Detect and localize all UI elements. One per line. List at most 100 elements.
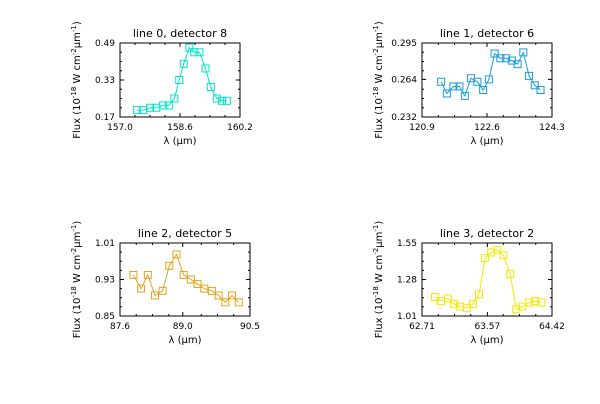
y-tick-label: 0.33 — [95, 76, 115, 86]
data-point — [442, 89, 451, 98]
chart-panel-1: line 1, detector 6 120.9 122.6 124.3 0.232 0.… — [372, 21, 565, 147]
data-point — [212, 94, 221, 103]
data-point — [481, 253, 490, 262]
data-point — [496, 54, 505, 63]
y-tick-label: 0.93 — [95, 276, 115, 286]
data-point — [186, 275, 195, 284]
y-axis-label: Flux (10-18 W cm-2μm-1) — [372, 21, 385, 139]
chart-title: line 3, detector 2 — [440, 227, 534, 240]
y-tick-label: 0.232 — [391, 113, 417, 123]
y-tick-label: 1.01 — [397, 312, 417, 322]
x-axis-label: λ (μm) — [470, 335, 503, 346]
data-point — [179, 270, 188, 279]
data-point — [214, 291, 223, 300]
data-point — [462, 303, 471, 312]
data-point — [146, 103, 154, 112]
x-tick-label: 89.0 — [173, 322, 193, 332]
data-point — [185, 43, 194, 52]
y-tick-label: 1.55 — [397, 239, 417, 249]
data-point — [165, 261, 174, 270]
data-point — [518, 302, 527, 311]
x-tick-label: 160.2 — [227, 123, 253, 133]
data-point — [484, 75, 493, 84]
data-point — [175, 76, 184, 84]
plot-frame — [119, 242, 251, 317]
data-point — [218, 96, 226, 105]
data-point — [475, 290, 484, 299]
data-point — [221, 298, 230, 307]
data-point — [487, 248, 496, 257]
data-point — [164, 101, 173, 110]
y-tick-label: 1.01 — [95, 239, 115, 249]
data-point — [172, 250, 181, 259]
data-point — [460, 91, 469, 100]
data-point — [513, 60, 522, 69]
data-point — [132, 106, 141, 115]
data-point — [531, 297, 540, 306]
x-axis-label: λ (μm) — [163, 136, 196, 147]
data-point — [506, 270, 515, 279]
x-axis-label: λ (μm) — [470, 136, 503, 147]
data-point — [455, 82, 464, 91]
y-axis-label: Flux (10-18 W cm-2μm-1) — [70, 21, 83, 139]
data-point — [493, 245, 502, 254]
x-tick-label: 158.6 — [167, 123, 193, 133]
data-point — [201, 64, 210, 73]
data-point — [490, 49, 499, 58]
data-point — [234, 298, 243, 307]
y-tick-label: 1.28 — [397, 276, 417, 286]
data-point — [430, 293, 439, 302]
data-point — [207, 286, 216, 295]
y-axis-label: Flux (10-18 W cm-2μm-1) — [70, 221, 83, 339]
x-tick-label: 90.5 — [240, 322, 260, 332]
y-tick-label: 0.17 — [95, 113, 115, 123]
data-point — [530, 81, 539, 90]
data-point — [536, 85, 545, 94]
x-tick-label: 62.71 — [409, 322, 435, 332]
y-axis-label: Flux (10-18 W cm-2μm-1) — [372, 221, 385, 339]
data-point — [195, 48, 204, 57]
data-point — [228, 291, 237, 300]
data-point — [158, 286, 167, 295]
x-tick-label: 120.9 — [409, 123, 435, 133]
data-point — [443, 294, 452, 303]
y-tick-label: 0.85 — [95, 312, 115, 322]
data-point — [129, 270, 138, 279]
data-point — [193, 280, 202, 289]
data-point — [222, 96, 231, 105]
data-point — [512, 305, 521, 314]
chart-panel-0: line 0, detector 8 157.0 158.6 160.2 0.17 0.3… — [70, 21, 253, 147]
data-point — [473, 77, 482, 86]
data-point — [499, 251, 508, 260]
y-tick-label: 0.49 — [95, 39, 115, 49]
x-tick-label: 124.3 — [539, 123, 565, 133]
data-point — [449, 82, 458, 91]
x-axis-label: λ (μm) — [168, 335, 201, 346]
data-point — [190, 48, 199, 57]
x-tick-label: 87.6 — [110, 322, 130, 332]
chart-title: line 2, detector 5 — [138, 227, 232, 240]
data-point — [143, 270, 152, 279]
y-tick-label: 0.295 — [391, 39, 417, 49]
chart-panel-2: line 2, detector 5 87.6 89.0 90.5 0.85 0.93 1.… — [70, 221, 260, 346]
chart-title: line 1, detector 6 — [440, 27, 534, 40]
x-tick-label: 122.6 — [474, 123, 500, 133]
plot-frame — [421, 42, 553, 118]
data-point — [449, 299, 458, 308]
data-point — [159, 101, 168, 110]
x-tick-label: 63.57 — [474, 322, 500, 332]
data-point — [537, 298, 546, 307]
data-point — [437, 77, 446, 86]
data-point — [502, 54, 511, 63]
data-point — [468, 299, 477, 308]
data-point — [519, 48, 528, 57]
chart-title: line 0, detector 8 — [133, 27, 227, 40]
data-point — [170, 94, 179, 103]
data-point — [206, 82, 215, 91]
data-point — [137, 284, 146, 293]
data-point — [479, 85, 488, 94]
plot-frame — [119, 42, 241, 118]
data-point — [525, 71, 534, 80]
